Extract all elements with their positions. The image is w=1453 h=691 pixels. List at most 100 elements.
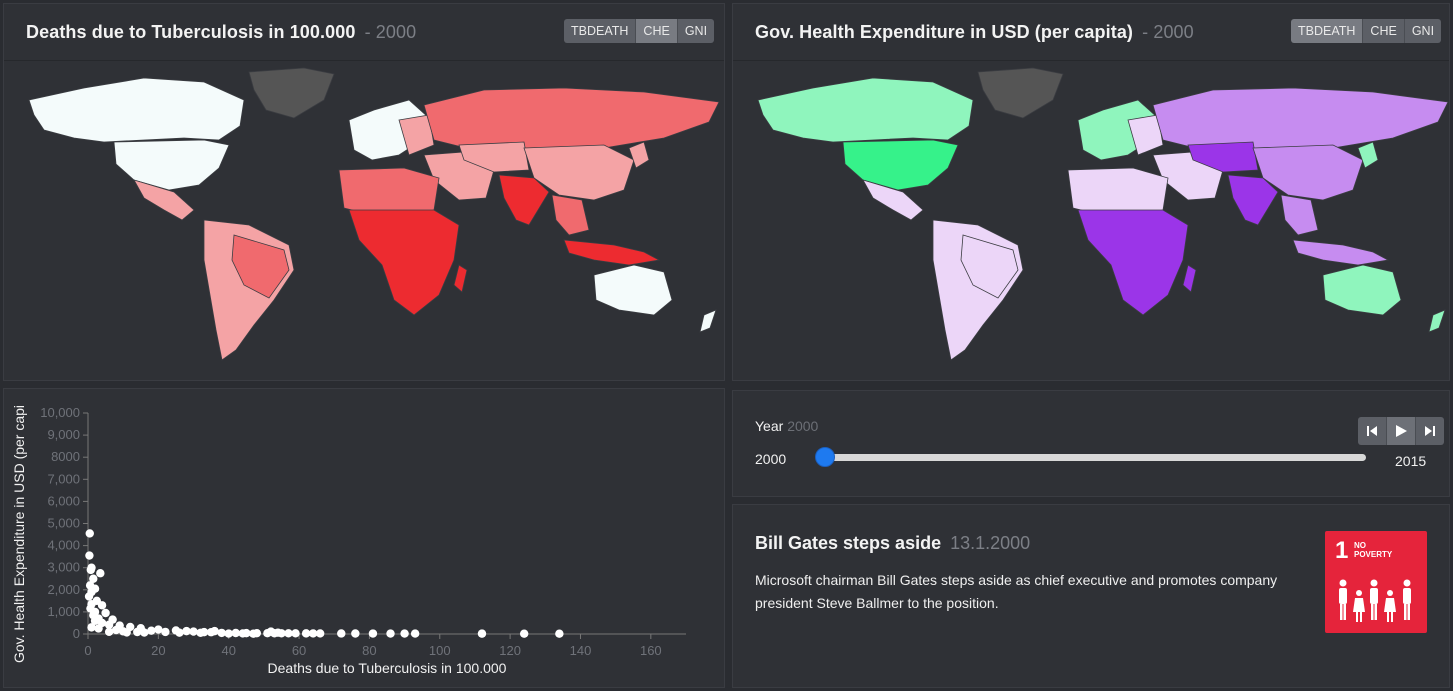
tb-map-panel: Deaths due to Tuberculosis in 100.000 - … (3, 3, 725, 381)
y-tick-label: 2,000 (47, 582, 80, 597)
tb-map-btn-gni[interactable]: GNI (677, 19, 715, 43)
scatter-point[interactable] (249, 629, 258, 638)
play-button[interactable] (1387, 417, 1416, 445)
scatter-point[interactable] (238, 629, 247, 638)
scatter-point[interactable] (231, 628, 240, 638)
scatter-point[interactable] (154, 625, 163, 634)
skip-forward-icon (1425, 426, 1435, 436)
scatter-point[interactable] (224, 629, 233, 638)
y-tick-label: 6,000 (47, 493, 80, 508)
skip-forward-button[interactable] (1416, 417, 1444, 445)
scatter-point[interactable] (182, 626, 191, 636)
scatter-point[interactable] (84, 592, 94, 601)
scatter-point[interactable] (104, 627, 114, 636)
scatter-point[interactable] (87, 623, 96, 632)
scatter-point[interactable] (308, 629, 318, 638)
scatter-point[interactable] (111, 625, 121, 635)
x-tick-label: 120 (499, 643, 521, 658)
scatter-point[interactable] (101, 608, 110, 618)
x-tick-label: 0 (84, 643, 91, 658)
x-tick-label: 140 (570, 643, 592, 658)
sdg-label-line1: NO (1354, 541, 1366, 550)
skip-back-button[interactable] (1358, 417, 1387, 445)
che-map-year: - 2000 (1142, 22, 1194, 42)
scatter-point[interactable] (104, 620, 114, 629)
scatter-point[interactable] (400, 629, 409, 638)
sdg-number: 1 (1335, 537, 1349, 564)
family-icon (1339, 579, 1411, 622)
scatter-point[interactable] (217, 628, 226, 638)
scatter-point[interactable] (386, 629, 395, 638)
scatter-point[interactable] (351, 629, 360, 638)
scatter-plot: 0 1,000 2,000 3,000 4,000 5,000 6,000 7,000 8000… (11, 405, 686, 676)
y-tick-label: 10,000 (40, 405, 80, 420)
x-tick-label: 80 (362, 643, 376, 658)
scatter-point[interactable] (284, 629, 293, 638)
map-canada (757, 77, 974, 143)
year-slider-track[interactable] (823, 454, 1366, 461)
che-world-map[interactable] (733, 60, 1449, 380)
scatter-point[interactable] (315, 629, 325, 638)
map-india (1227, 174, 1279, 226)
y-tick-label: 3,000 (47, 560, 80, 575)
slider-min-label: 2000 (755, 451, 787, 467)
scatter-point[interactable] (368, 629, 378, 638)
timeline-label-text: Year (755, 418, 784, 434)
map-russia (1152, 87, 1449, 153)
scatter-point[interactable] (147, 626, 156, 635)
che-map-btn-tbdeath[interactable]: TBDEATH (1291, 19, 1364, 43)
x-tick-label: 60 (292, 643, 306, 658)
y-tick-label: 5,000 (47, 516, 80, 531)
y-tick-label: 7,000 (47, 471, 80, 486)
year-slider-thumb[interactable] (815, 447, 835, 467)
scatter-point[interactable] (133, 627, 142, 637)
map-greenland (248, 67, 335, 119)
che-map-btn-gni[interactable]: GNI (1404, 19, 1442, 43)
y-tick-label: 4,000 (47, 538, 80, 553)
scatter-point[interactable] (86, 565, 96, 575)
scatter-point[interactable] (97, 601, 107, 610)
y-tick-label: 8000 (51, 449, 80, 464)
map-mexico (862, 179, 924, 221)
scatter-point[interactable] (301, 629, 311, 638)
scatter-point[interactable] (96, 569, 105, 578)
scatter-panel: 0 1,000 2,000 3,000 4,000 5,000 6,000 7,000 8000… (3, 388, 725, 688)
che-map-title-text: Gov. Health Expenditure in USD (per capi… (755, 22, 1134, 42)
scatter-point[interactable] (555, 629, 564, 638)
scatter-point[interactable] (90, 616, 100, 625)
scatter-point[interactable] (94, 624, 103, 633)
scatter-point[interactable] (85, 529, 94, 538)
event-description: Microsoft chairman Bill Gates steps asid… (755, 572, 1278, 611)
sdg-label-line2: POVERTY (1354, 550, 1393, 559)
map-canada (28, 77, 245, 143)
scatter-point[interactable] (519, 629, 529, 638)
tb-map-btn-tbdeath[interactable]: TBDEATH (564, 19, 637, 43)
scatter-point[interactable] (210, 626, 219, 636)
scatter-point[interactable] (291, 629, 300, 638)
tb-map-title: Deaths due to Tuberculosis in 100.000 - … (26, 22, 416, 43)
tb-map-btn-che[interactable]: CHE (636, 19, 678, 43)
slider-max-label: 2015 (1395, 453, 1427, 469)
scatter-point[interactable] (189, 627, 198, 636)
x-tick-label: 40 (221, 643, 235, 658)
scatter-point[interactable] (161, 627, 170, 637)
map-new-zealand (1428, 309, 1446, 333)
tb-world-map[interactable] (4, 60, 724, 380)
scatter-point[interactable] (85, 551, 94, 560)
scatter-point[interactable] (273, 628, 283, 637)
scatter-point[interactable] (477, 629, 487, 638)
map-new-zealand (699, 309, 717, 333)
scatter-point[interactable] (140, 628, 149, 637)
scatter-point[interactable] (196, 628, 205, 637)
x-tick-label: 100 (429, 643, 451, 658)
map-greenland (977, 67, 1064, 119)
scatter-y-label: Gov. Health Expenditure in USD (per capi (11, 405, 27, 663)
scatter-point[interactable] (175, 628, 184, 637)
map-brazil (231, 234, 290, 299)
scatter-point[interactable] (410, 629, 420, 638)
scatter-point[interactable] (122, 628, 131, 637)
scatter-point[interactable] (337, 629, 346, 638)
che-map-btn-che[interactable]: CHE (1363, 19, 1405, 43)
scatter-point[interactable] (266, 627, 276, 636)
scatter-point[interactable] (89, 574, 98, 583)
